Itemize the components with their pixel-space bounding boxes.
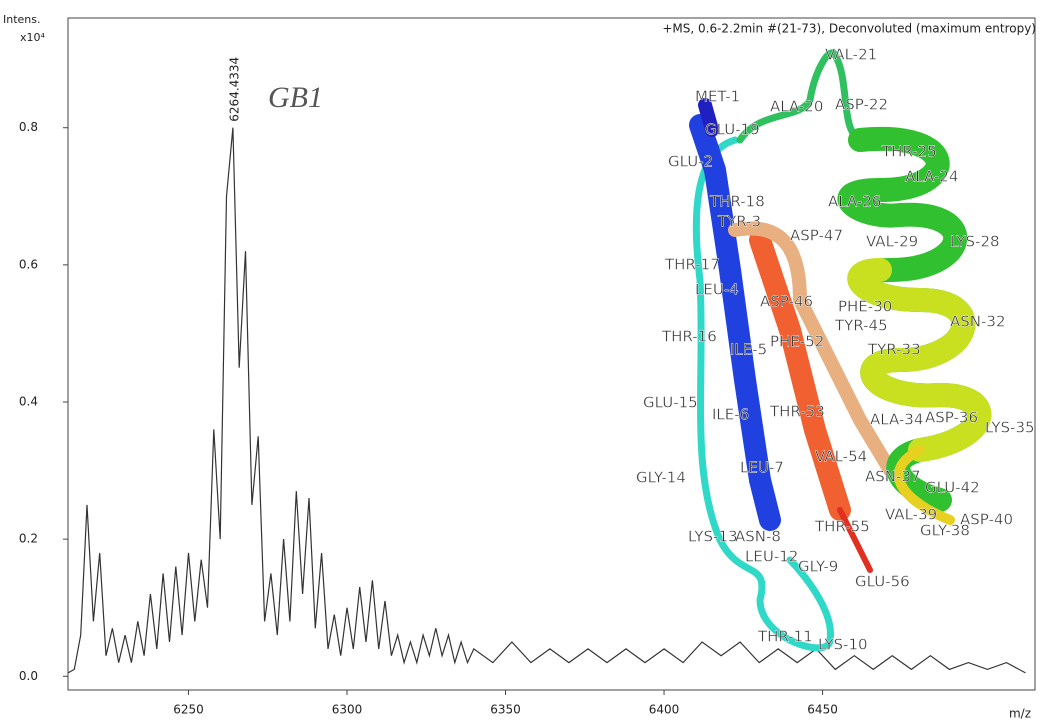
residue-label: LEU-12 [745,548,798,566]
x-label: m/z [1009,707,1031,721]
residue-label: ASN-8 [735,528,781,546]
residue-label: THR-11 [757,628,813,646]
residue-label: THR-17 [664,256,720,274]
handwritten-note: GB1 [268,81,323,114]
y-scale-label: x10⁴ [20,31,46,44]
x-tick-label: 6250 [173,703,204,717]
residue-label: GLY-14 [636,469,686,487]
residue-label: VAL-54 [815,448,867,466]
residue-label: PHE-30 [838,298,892,316]
residue-label: GLU-42 [925,479,980,497]
residue-label: LYS-13 [688,528,738,546]
y-tick-label: 0.2 [19,532,38,546]
residue-label: VAL-29 [866,233,918,251]
residue-label: THR-53 [769,403,825,421]
residue-label: THR-16 [661,328,717,346]
residue-label: TYR-33 [867,341,921,359]
residue-label: THR-18 [709,193,765,211]
residue-label: THR-25 [881,143,937,161]
y-tick-label: 0.4 [19,395,38,409]
residue-label: GLU-2 [668,153,713,171]
chart: +MS, 0.6-2.2min #(21-73), Deconvoluted (… [0,0,1041,724]
residue-label: ALA-24 [905,168,958,186]
residue-label: ALA-20 [770,98,823,116]
residue-label: THR-55 [814,518,870,536]
page: {"chart_data": {"type": "line", "title":… [0,0,1041,724]
residue-label: LYS-10 [818,636,868,654]
residue-label: LEU-7 [740,459,784,477]
x-tick-label: 6450 [807,703,838,717]
chart-title: +MS, 0.6-2.2min #(21-73), Deconvoluted (… [662,22,1036,36]
residue-label: GLU-56 [855,573,910,591]
residue-label: MET-1 [695,88,740,106]
residue-label: ILE-6 [712,406,749,424]
peak-label: 6264.4334 [227,57,241,122]
residue-label: LYS-35 [985,419,1035,437]
y-tick-label: 0.8 [19,120,38,134]
x-tick-label: 6400 [649,703,680,717]
residue-label: ASP-46 [760,293,813,311]
residue-label: ILE-5 [730,341,767,359]
residue-label: ALA-26 [828,193,881,211]
residue-label: PHE-52 [770,333,824,351]
residue-label: GLY-9 [798,558,838,576]
residue-label: GLU-15 [643,394,698,412]
residue-label: ASN-37 [865,468,921,486]
y-tick-label: 0.6 [19,257,38,271]
residue-label: ASP-22 [835,96,888,114]
residue-label: ASP-40 [960,511,1013,529]
residue-label: GLU-19 [705,121,760,139]
residue-label: LYS-28 [950,233,1000,251]
y-tick-label: 0.0 [19,669,38,683]
residue-label: VAL-21 [825,46,877,64]
residue-label: ASN-32 [950,313,1006,331]
residue-label: ASP-36 [925,409,978,427]
residue-label: ASP-47 [790,227,843,245]
residue-label: LEU-4 [695,281,739,299]
x-tick-label: 6300 [332,703,363,717]
x-tick-label: 6350 [490,703,521,717]
residue-label: TYR-45 [834,317,888,335]
y-label: Intens. [3,13,41,26]
residue-label: TYR-3 [717,213,761,231]
residue-label: ALA-34 [870,411,923,429]
